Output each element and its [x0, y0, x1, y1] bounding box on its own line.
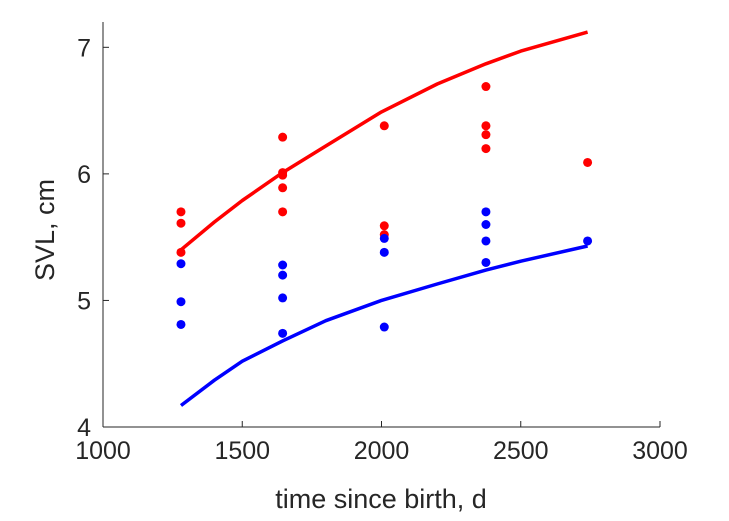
data-point	[278, 207, 288, 217]
y-axis-label: SVL, cm	[30, 179, 60, 281]
x-axis-ticks: 1000 1500 2000 2500 3000	[75, 421, 688, 465]
fit-curve-line	[179, 30, 589, 252]
y-tick-label: 6	[77, 161, 91, 189]
y-tick-label: 5	[77, 287, 91, 315]
data-point	[176, 297, 186, 307]
data-point	[379, 322, 389, 332]
y-axis-ticks: 4 5 6 7	[77, 34, 109, 442]
data-point	[379, 121, 389, 131]
data-point	[481, 257, 491, 267]
data-point	[481, 82, 491, 92]
data-point	[481, 220, 491, 229]
data-point	[583, 157, 593, 167]
data-point	[278, 132, 288, 142]
data-point	[481, 130, 491, 140]
data-point	[278, 260, 288, 270]
x-tick-label: 2500	[493, 437, 549, 465]
data-point	[278, 293, 288, 303]
x-tick-label: 2000	[354, 437, 410, 465]
data-point	[176, 319, 186, 329]
data-point	[176, 247, 186, 257]
y-tick-label: 4	[77, 414, 91, 442]
y-tick-label: 7	[77, 34, 91, 62]
x-axis-label: time since birth, d	[275, 484, 487, 514]
data-point	[379, 221, 389, 231]
data-point	[481, 236, 491, 246]
chart-marks	[176, 30, 593, 407]
data-point	[379, 247, 389, 257]
data-point	[278, 270, 288, 280]
x-tick-label: 1500	[214, 437, 270, 465]
data-point	[278, 183, 288, 193]
fit-curve-line	[179, 244, 588, 407]
data-point	[176, 259, 186, 269]
x-tick-label: 1000	[75, 437, 131, 465]
data-point	[278, 170, 288, 180]
data-point	[481, 121, 491, 131]
data-point	[583, 236, 593, 246]
data-point	[481, 144, 491, 154]
data-point	[481, 207, 491, 217]
data-point	[278, 328, 288, 338]
data-point	[176, 218, 186, 228]
data-point	[379, 233, 389, 243]
x-tick-label: 3000	[632, 437, 688, 465]
data-point	[176, 207, 186, 217]
